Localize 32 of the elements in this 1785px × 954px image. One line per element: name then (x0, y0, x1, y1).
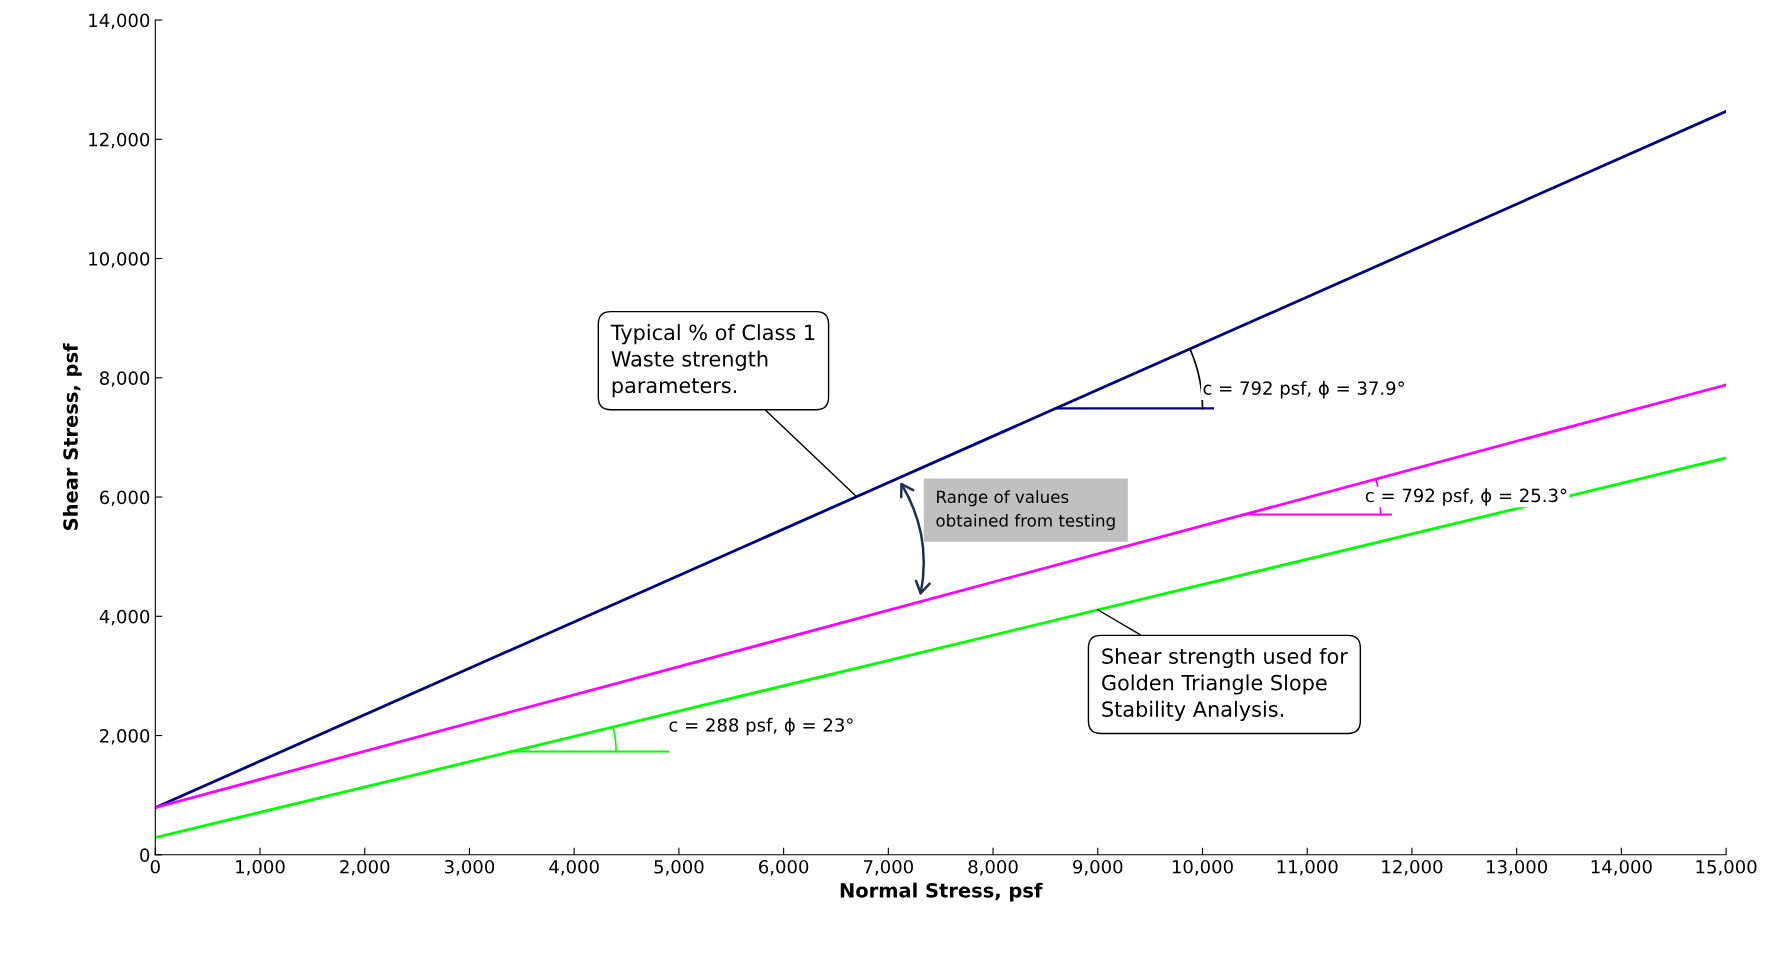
x-tick-label: 11,000 (1277, 859, 1338, 876)
y-axis-title: Shear Stress, psf (62, 343, 82, 530)
annotation: Range of values obtained from testing (936, 490, 1115, 531)
x-tick-label: 9,000 (1073, 859, 1123, 876)
x-tick-label: 10,000 (1172, 859, 1233, 876)
x-tick-label: 6,000 (759, 859, 809, 876)
x-tick-label: 12,000 (1382, 859, 1443, 876)
annotation: Shear strength used for Golden Triangle Slope Stability Analysis. (1102, 647, 1348, 722)
x-tick-label: 7,000 (863, 859, 913, 876)
x-tick-label: 8,000 (968, 859, 1018, 876)
annotation: c = 792 psf, ϕ = 37.9° (1203, 380, 1404, 399)
x-tick-label: 13,000 (1487, 859, 1548, 876)
x-tick-label: 3,000 (444, 859, 495, 876)
y-tick-label: 14,000 (89, 13, 150, 29)
x-tick-label: 2,000 (340, 859, 390, 876)
x-tick-label: 1,000 (236, 859, 285, 876)
x-tick-label: 0 (150, 859, 160, 874)
y-tick-label: 12,000 (89, 132, 150, 149)
x-axis-title: Normal Stress, psf (840, 882, 1043, 902)
annotation: Typical % of Class 1 Waste strength parameters. (610, 324, 815, 398)
x-tick-label: 14,000 (1591, 859, 1652, 876)
y-tick-label: 2,000 (100, 728, 150, 745)
x-tick-label: 4,000 (549, 859, 599, 876)
y-tick-label: 4,000 (99, 609, 150, 626)
y-tick-label: 0 (140, 848, 150, 862)
annotation: c = 288 psf, ϕ = 23° (669, 717, 853, 736)
y-tick-label: 10,000 (89, 251, 150, 268)
y-tick-label: 6,000 (100, 490, 150, 506)
x-tick-label: 15,000 (1696, 859, 1757, 876)
y-tick-label: 8,000 (99, 371, 150, 387)
annotation: c = 792 psf, ϕ = 25.3° (1365, 488, 1567, 506)
x-tick-label: 5,000 (654, 859, 704, 876)
